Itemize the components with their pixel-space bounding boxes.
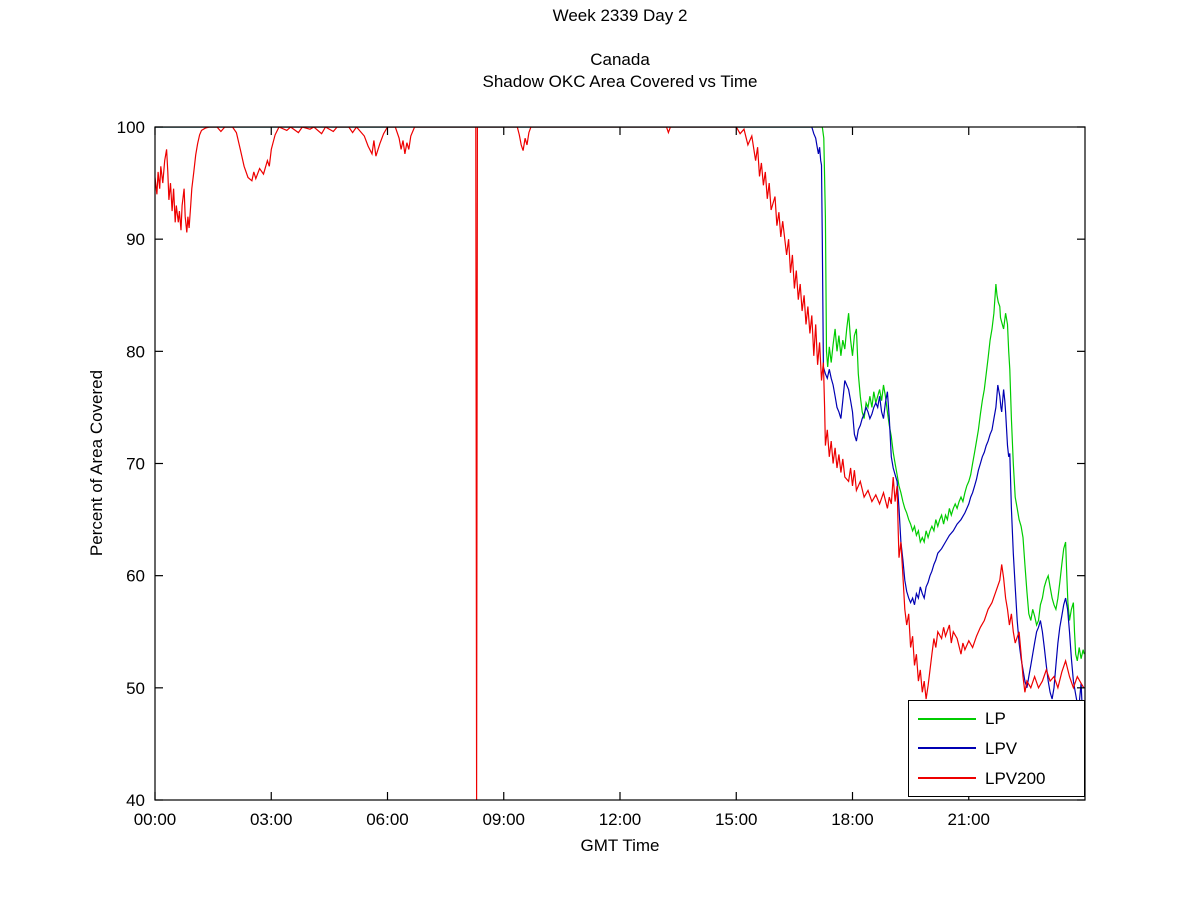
x-axis-label: GMT Time [580, 836, 660, 855]
x-tick-label: 09:00 [482, 810, 525, 829]
x-tick-label: 21:00 [947, 810, 990, 829]
y-tick-label: 70 [126, 455, 145, 474]
y-tick-label: 50 [126, 679, 145, 698]
suptitle: Week 2339 Day 2 [552, 6, 688, 25]
legend-line-lpv-swatch [918, 747, 976, 750]
legend-entry-lpv200: LPV200 [909, 764, 1084, 793]
legend-label-lpv: LPV [985, 738, 1018, 758]
legend-label-lpv200: LPV200 [985, 768, 1046, 788]
x-tick-label: 15:00 [715, 810, 758, 829]
legend: LP LPV LPV200 [908, 700, 1085, 797]
x-tick-label: 06:00 [366, 810, 409, 829]
legend-line-lp-swatch [918, 717, 976, 720]
x-tick-label: 18:00 [831, 810, 874, 829]
chart-title-line2: Shadow OKC Area Covered vs Time [482, 72, 758, 91]
x-tick-label: 12:00 [599, 810, 642, 829]
y-tick-label: 60 [126, 567, 145, 586]
chart-title-line1: Canada [590, 50, 650, 69]
legend-entry-lp: LP [909, 704, 1084, 733]
y-axis-label: Percent of Area Covered [87, 369, 106, 557]
y-tick-label: 40 [126, 791, 145, 810]
x-tick-label: 03:00 [250, 810, 293, 829]
series-line-lpv [155, 127, 1085, 740]
y-tick-label: 80 [126, 342, 145, 361]
x-tick-label: 00:00 [134, 810, 177, 829]
legend-entry-lpv: LPV [909, 734, 1084, 763]
series-line-lpv200 [155, 127, 1085, 800]
y-tick-label: 90 [126, 230, 145, 249]
legend-line-lpv200-swatch [918, 777, 976, 780]
legend-label-lp: LP [985, 709, 1006, 729]
series-line-lp [155, 127, 1085, 662]
y-tick-label: 100 [117, 118, 145, 137]
